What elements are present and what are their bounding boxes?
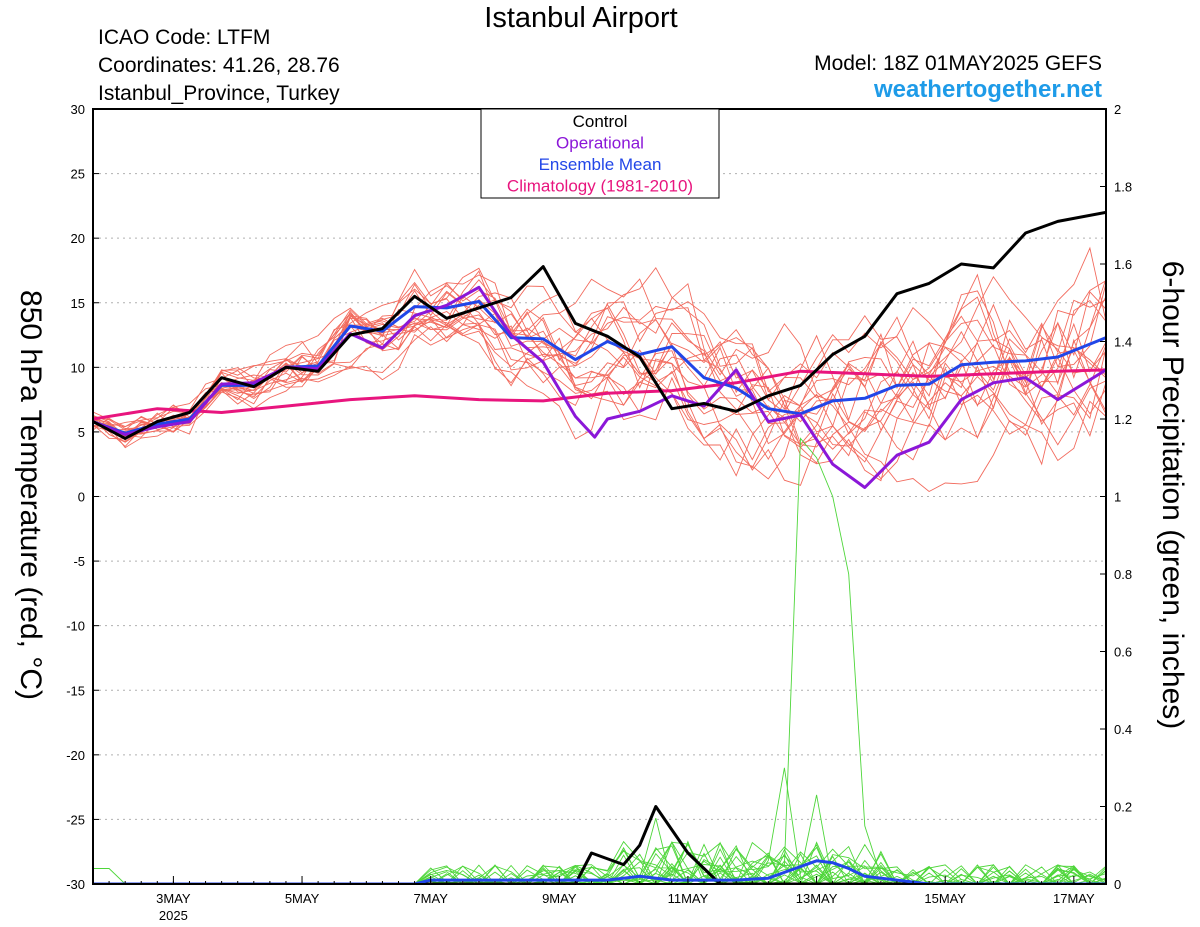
y-left-tick-label: -30 bbox=[66, 877, 85, 892]
y-right-tick-label: 1.6 bbox=[1114, 257, 1132, 272]
site-link[interactable]: weathertogether.net bbox=[873, 76, 1102, 103]
precip-control-line bbox=[93, 805, 1106, 884]
y-left-tick-label: -25 bbox=[66, 812, 85, 827]
temp-member-line bbox=[93, 283, 1106, 428]
y-right-tick-label: 0.4 bbox=[1114, 722, 1132, 737]
y-right-tick-label: 0 bbox=[1114, 877, 1121, 892]
legend-entry: Operational bbox=[556, 134, 644, 153]
precip-member-line bbox=[93, 841, 1106, 884]
precip-ensemble-mean-line bbox=[93, 859, 1106, 884]
grid-lines bbox=[93, 173, 1106, 820]
legend: Control Operational Ensemble Mean Climatolo… bbox=[480, 108, 720, 199]
legend-entry: Ensemble Mean bbox=[539, 155, 662, 174]
temp-climatology-line bbox=[93, 368, 1106, 421]
icao-code: ICAO Code: LTFM bbox=[98, 26, 271, 49]
y-right-tick-label: 1 bbox=[1114, 490, 1121, 505]
x-tick-label: 9MAY bbox=[542, 891, 577, 906]
x-tick-label: 7MAY bbox=[413, 891, 448, 906]
temp-member-line bbox=[93, 298, 1106, 469]
y-right-tick-label: 0.8 bbox=[1114, 567, 1132, 582]
x-tick-label: 13MAY bbox=[796, 891, 838, 906]
y-left-tick-label: -20 bbox=[66, 748, 85, 763]
precip-member-line bbox=[93, 841, 1106, 884]
x-tick-label: 15MAY bbox=[924, 891, 966, 906]
main-series-lines bbox=[93, 210, 1106, 884]
legend-entry: Climatology (1981-2010) bbox=[507, 177, 693, 196]
precip-member-line bbox=[93, 842, 1106, 884]
y-left-tick-label: -10 bbox=[66, 619, 85, 634]
precip-member-line bbox=[93, 767, 1106, 884]
y-right-tick-label: 0.2 bbox=[1114, 800, 1132, 815]
y-right-tick-label: 1.4 bbox=[1114, 335, 1132, 350]
x-tick-label: 3MAY bbox=[156, 891, 191, 906]
y-left-tick-label: 5 bbox=[78, 425, 85, 440]
y-right-tick-label: 1.8 bbox=[1114, 180, 1132, 195]
precip-member-line bbox=[93, 437, 1106, 884]
y-left-tick-label: 20 bbox=[71, 231, 85, 246]
temp-member-line bbox=[93, 274, 1106, 482]
temp-member-line bbox=[93, 273, 1106, 445]
legend-box bbox=[480, 108, 720, 199]
legend-entry: Control bbox=[573, 112, 628, 131]
axes: 302520151050-5-10-15-20-25-3021.81.61.41… bbox=[66, 102, 1132, 923]
x-tick-label: 5MAY bbox=[285, 891, 320, 906]
precip-member-line bbox=[93, 794, 1106, 884]
precip-member-line bbox=[93, 841, 1106, 884]
coordinates: Coordinates: 41.26, 28.76 bbox=[98, 54, 340, 77]
x-tick-label: 11MAY bbox=[668, 891, 709, 906]
model-run: Model: 18Z 01MAY2025 GEFS bbox=[814, 52, 1102, 75]
temp-member-line bbox=[93, 289, 1106, 447]
temp-member-line bbox=[93, 267, 1106, 460]
y-left-tick-label: 10 bbox=[71, 360, 85, 375]
y-left-tick-label: -15 bbox=[66, 683, 85, 698]
y-left-tick-label: 25 bbox=[71, 167, 85, 182]
ensemble-member-precipitation-lines bbox=[93, 437, 1106, 884]
temp-member-line bbox=[93, 309, 1106, 480]
temp-control-line bbox=[93, 210, 1106, 440]
x-tick-year: 2025 bbox=[159, 908, 188, 923]
temp-member-line bbox=[93, 266, 1106, 443]
y-left-tick-label: 0 bbox=[78, 490, 85, 505]
x-tick-label: 17MAY bbox=[1053, 891, 1095, 906]
y-left-tick-label: 30 bbox=[71, 102, 85, 117]
temp-operational-line bbox=[93, 285, 1106, 489]
y-left-tick-label: 15 bbox=[71, 296, 85, 311]
y-left-tick-label: -5 bbox=[73, 554, 85, 569]
y-right-tick-label: 2 bbox=[1114, 102, 1121, 117]
precip-member-line bbox=[93, 840, 1106, 884]
temp-member-line bbox=[93, 288, 1106, 435]
chart-title: Istanbul Airport bbox=[484, 2, 678, 34]
y-right-tick-label: 1.2 bbox=[1114, 412, 1132, 427]
province: Istanbul_Province, Turkey bbox=[98, 82, 340, 105]
y-right-tick-label: 0.6 bbox=[1114, 645, 1132, 660]
